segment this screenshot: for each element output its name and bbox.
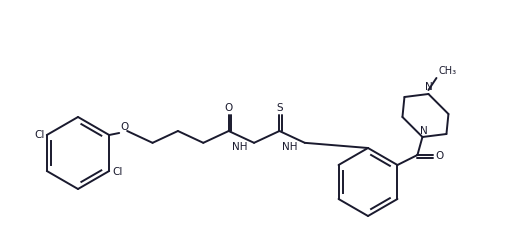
- Text: Cl: Cl: [34, 130, 45, 140]
- Text: Cl: Cl: [112, 167, 122, 177]
- Text: O: O: [120, 122, 128, 132]
- Text: S: S: [276, 103, 282, 113]
- Text: NH: NH: [282, 142, 297, 152]
- Text: N: N: [424, 82, 431, 92]
- Text: N: N: [419, 126, 427, 136]
- Text: CH₃: CH₃: [437, 66, 456, 76]
- Text: O: O: [224, 103, 232, 113]
- Text: NH: NH: [231, 142, 246, 152]
- Text: O: O: [435, 151, 443, 161]
